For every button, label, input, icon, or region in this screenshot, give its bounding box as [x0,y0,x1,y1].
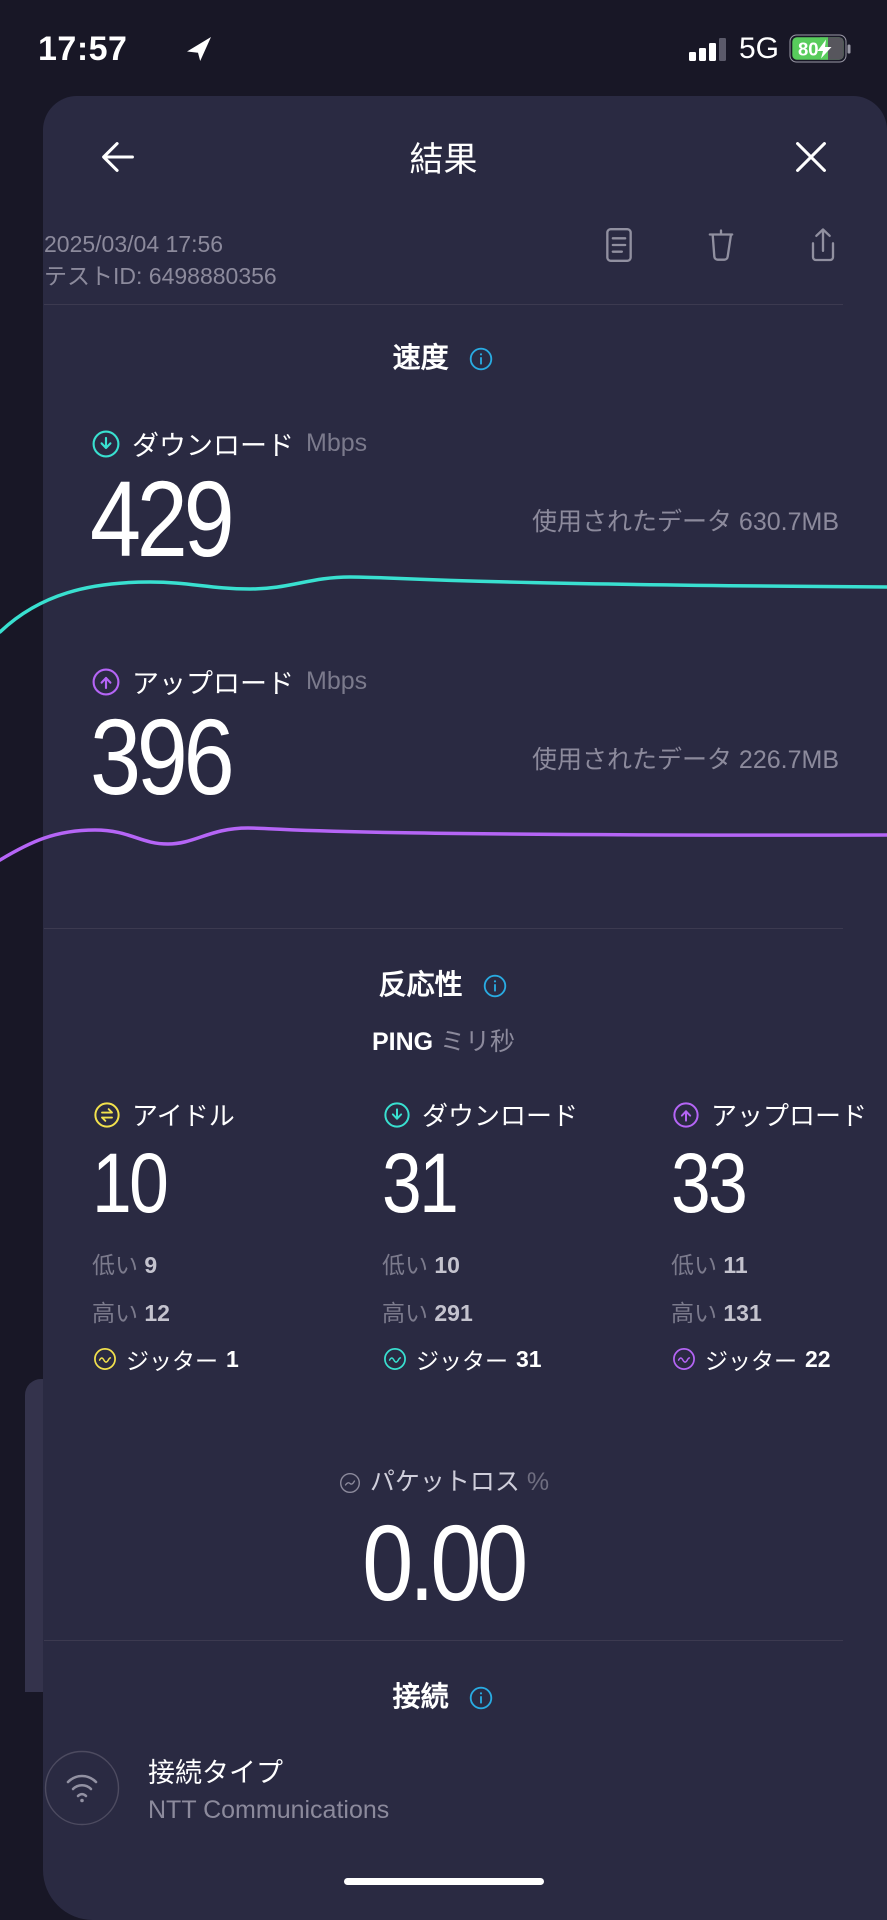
svg-text:80: 80 [798,39,819,60]
